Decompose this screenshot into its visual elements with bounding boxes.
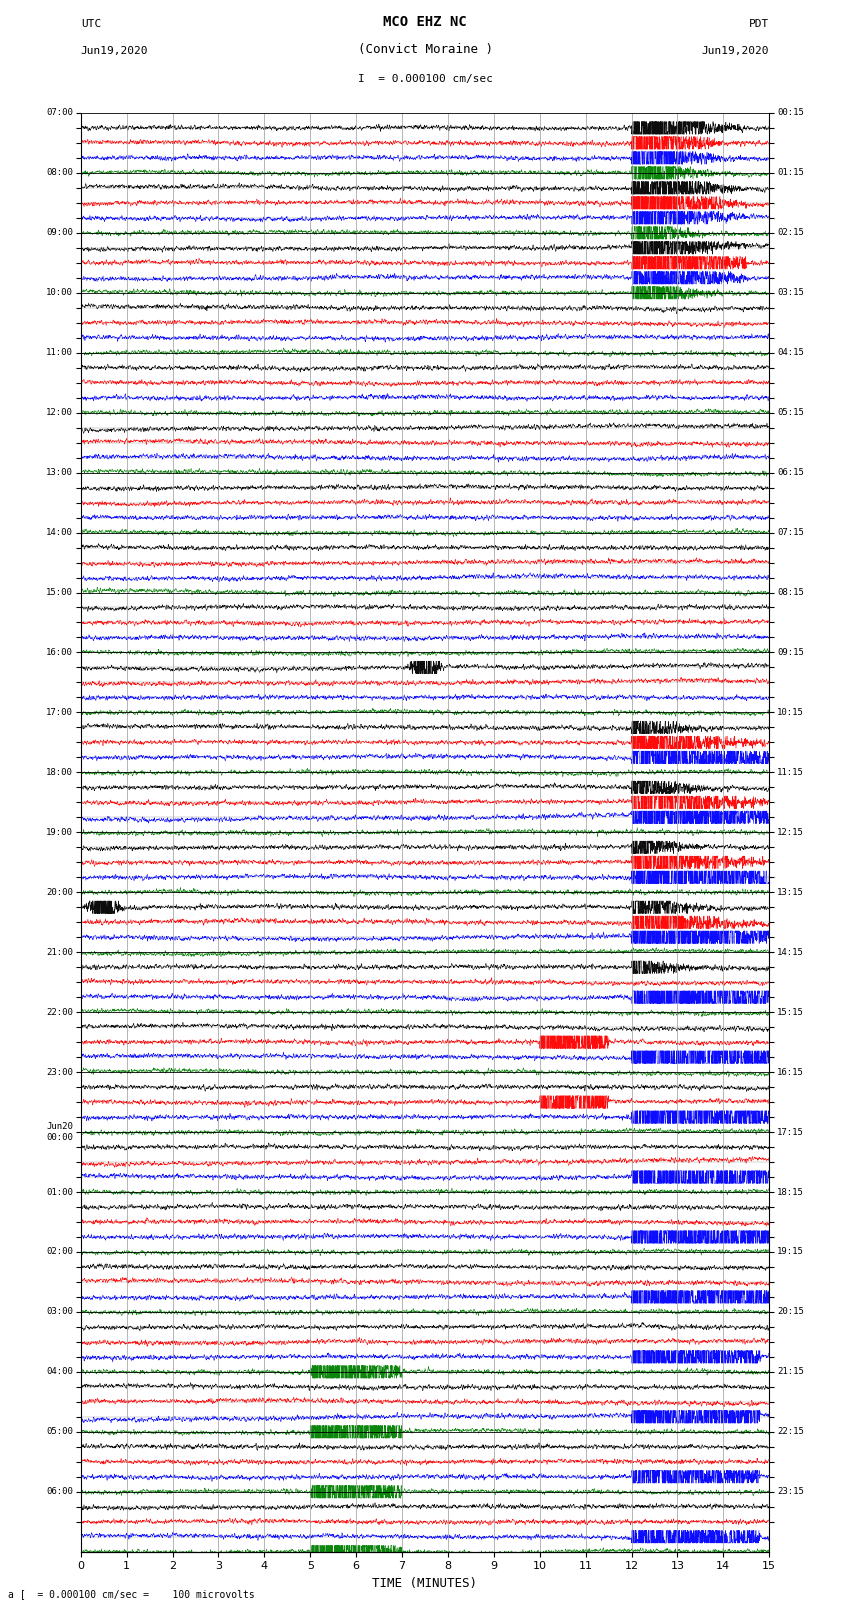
Text: I  = 0.000100 cm/sec: I = 0.000100 cm/sec	[358, 74, 492, 84]
Text: Jun19,2020: Jun19,2020	[81, 47, 148, 56]
Text: (Convict Moraine ): (Convict Moraine )	[358, 44, 492, 56]
Text: a [  = 0.000100 cm/sec =    100 microvolts: a [ = 0.000100 cm/sec = 100 microvolts	[8, 1589, 255, 1598]
Text: UTC: UTC	[81, 19, 101, 29]
Text: MCO EHZ NC: MCO EHZ NC	[383, 15, 467, 29]
Text: PDT: PDT	[749, 19, 769, 29]
Text: Jun19,2020: Jun19,2020	[702, 47, 769, 56]
X-axis label: TIME (MINUTES): TIME (MINUTES)	[372, 1578, 478, 1590]
